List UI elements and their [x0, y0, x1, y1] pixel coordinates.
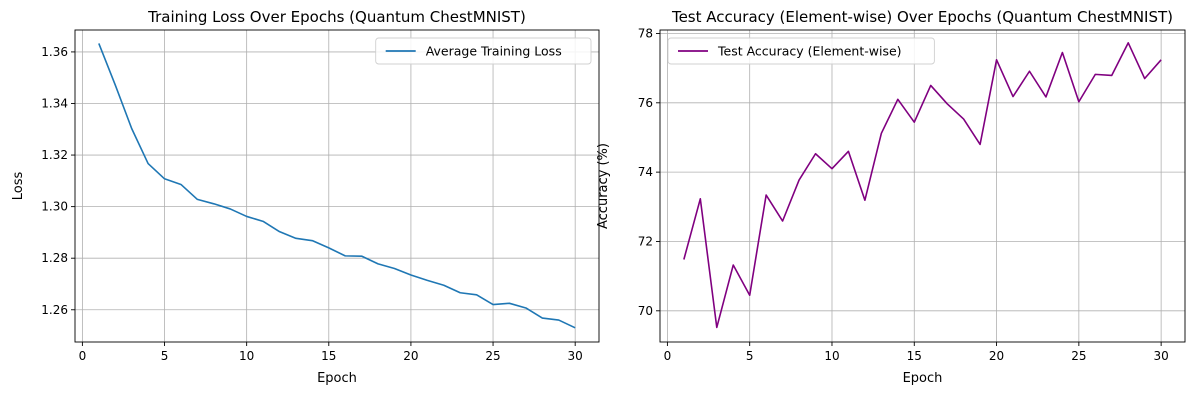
y-tick-label: 72: [638, 234, 653, 248]
y-axis-label: Loss: [11, 172, 26, 201]
y-tick-label: 1.34: [41, 96, 68, 110]
y-tick-label: 1.28: [41, 251, 68, 265]
y-tick-label: 1.32: [41, 148, 68, 162]
x-tick-label: 30: [568, 349, 583, 363]
chart-title: Test Accuracy (Element-wise) Over Epochs…: [671, 8, 1173, 26]
y-axis-label: Accuracy (%): [596, 143, 611, 229]
x-axis-label: Epoch: [317, 371, 357, 386]
x-tick-label: 15: [907, 349, 922, 363]
x-tick-label: 20: [989, 349, 1004, 363]
legend-box: [375, 37, 592, 65]
legend: Test Accuracy (Element-wise): [667, 37, 935, 65]
x-tick-label: 0: [664, 349, 672, 363]
x-tick-label: 25: [485, 349, 500, 363]
loss-chart: 0 5 10 15 20 25 30 1.26 1.28 1.30 1.32 1.34 1.36 Trai…: [11, 8, 600, 386]
x-tick-label: 5: [161, 349, 169, 363]
x-tick-label: 20: [403, 349, 418, 363]
legend-label: Average Training Loss: [426, 44, 562, 59]
x-tick-label: 10: [824, 349, 839, 363]
y-tick-label: 78: [638, 26, 653, 40]
legend-box: [667, 37, 935, 65]
accuracy-chart: 0 5 10 15 20 25 30 70 72 74 76 78 Test Accuracy (Ele…: [596, 8, 1186, 386]
series-line: [98, 43, 576, 329]
y-tick-label: 1.26: [41, 303, 68, 317]
x-tick-label: 30: [1153, 349, 1168, 363]
x-axis-label: Epoch: [903, 371, 943, 386]
y-tick-label: 1.36: [41, 45, 68, 59]
x-tick-label: 25: [1071, 349, 1086, 363]
legend: Average Training Loss: [375, 37, 592, 65]
chart-title: Training Loss Over Epochs (Quantum Chest…: [147, 8, 526, 26]
y-tick-label: 76: [638, 96, 653, 110]
y-tick-label: 74: [638, 165, 653, 179]
x-tick-label: 5: [746, 349, 754, 363]
legend-label: Test Accuracy (Element-wise): [717, 44, 902, 59]
x-tick-label: 10: [239, 349, 254, 363]
y-tick-label: 70: [638, 304, 653, 318]
x-tick-label: 0: [79, 349, 87, 363]
plot-frame: [74, 29, 600, 343]
x-tick-label: 15: [321, 349, 336, 363]
y-tick-label: 1.30: [41, 200, 68, 214]
series-line: [683, 42, 1162, 329]
plot-frame: [659, 29, 1186, 343]
